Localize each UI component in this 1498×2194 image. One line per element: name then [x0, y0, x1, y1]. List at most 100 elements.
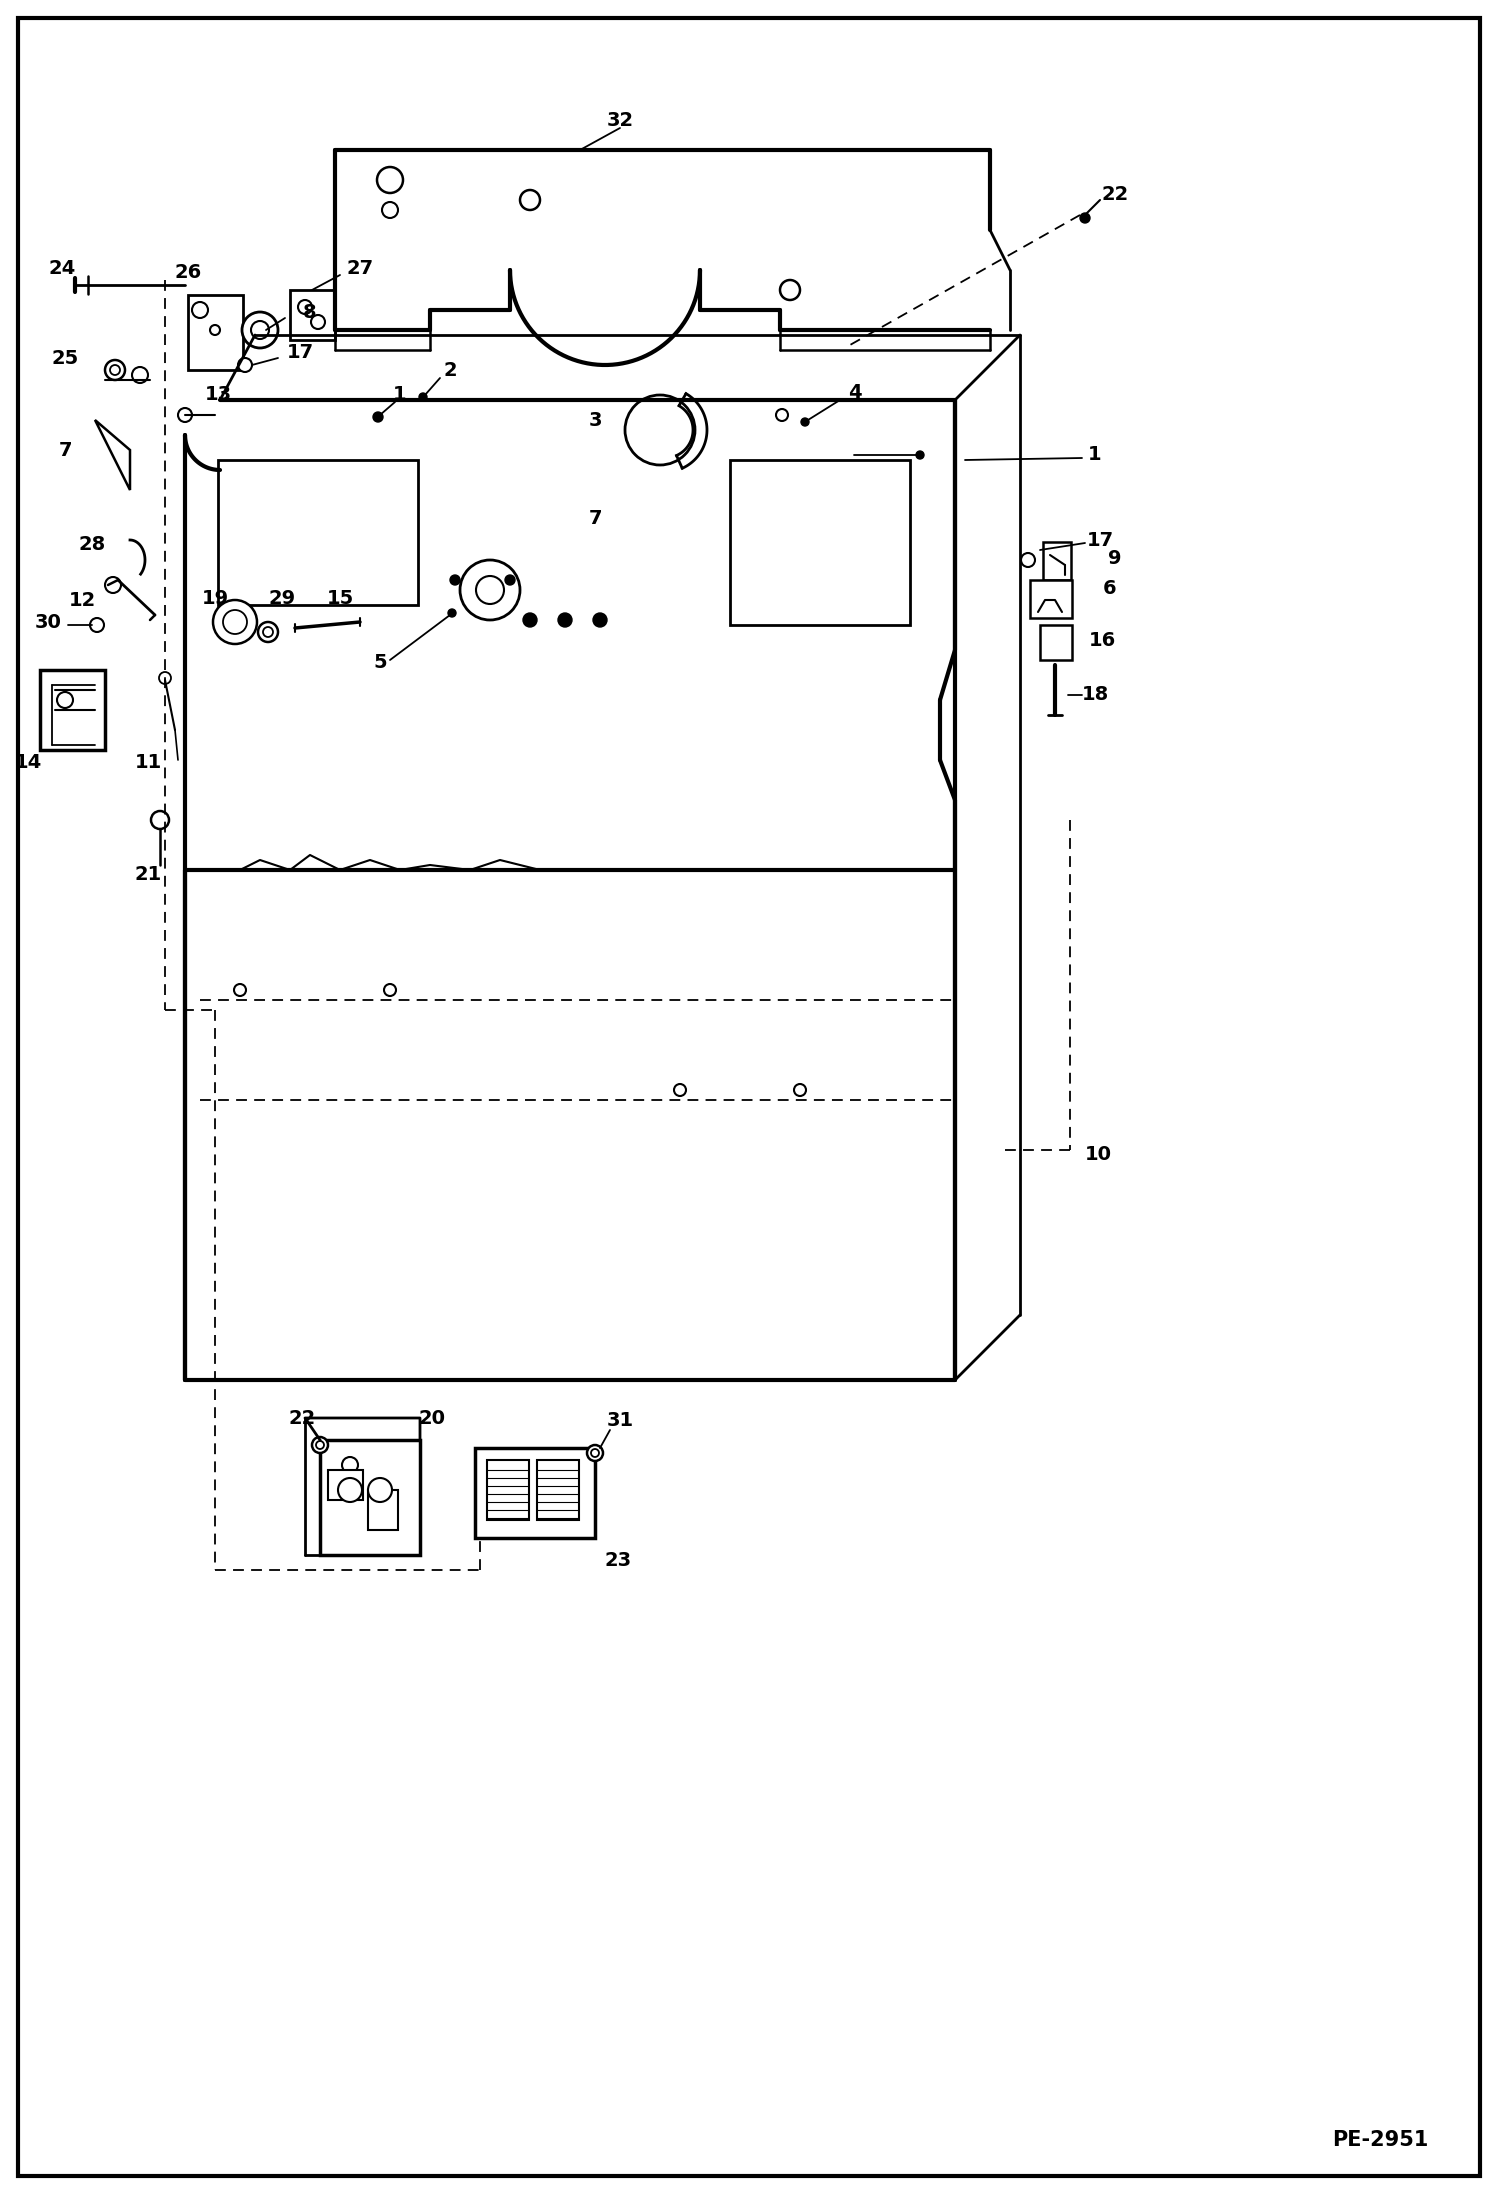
- Text: 22: 22: [289, 1409, 316, 1428]
- Text: 3: 3: [589, 410, 602, 430]
- Text: 20: 20: [418, 1409, 445, 1428]
- Circle shape: [382, 202, 398, 217]
- Text: 29: 29: [268, 588, 295, 608]
- Bar: [730, 461, 909, 625]
- Text: 10: 10: [1085, 1145, 1112, 1165]
- Circle shape: [373, 412, 383, 421]
- Text: 12: 12: [69, 590, 96, 610]
- Circle shape: [192, 303, 208, 318]
- Text: 25: 25: [51, 349, 78, 369]
- Circle shape: [339, 1479, 363, 1503]
- Circle shape: [780, 281, 800, 301]
- Bar: [1031, 579, 1073, 619]
- Circle shape: [557, 612, 572, 627]
- Text: 21: 21: [135, 864, 162, 884]
- Circle shape: [258, 623, 279, 643]
- Circle shape: [109, 364, 120, 375]
- Text: 4: 4: [848, 382, 861, 402]
- Text: 17: 17: [286, 342, 313, 362]
- Circle shape: [132, 366, 148, 384]
- Circle shape: [377, 167, 403, 193]
- Text: 30: 30: [34, 614, 61, 632]
- Text: 2: 2: [443, 360, 457, 380]
- Bar: [475, 1448, 595, 1538]
- Bar: [536, 1459, 580, 1520]
- Text: 31: 31: [607, 1411, 634, 1430]
- Circle shape: [592, 1448, 599, 1457]
- Circle shape: [312, 1437, 328, 1452]
- Text: 7: 7: [58, 441, 72, 459]
- Text: 27: 27: [346, 259, 373, 276]
- Text: 16: 16: [1089, 630, 1116, 649]
- Text: 1: 1: [392, 386, 407, 404]
- Text: 8: 8: [303, 303, 316, 323]
- Bar: [1043, 542, 1071, 579]
- Bar: [321, 1439, 419, 1556]
- Circle shape: [449, 575, 460, 586]
- Circle shape: [316, 1441, 324, 1448]
- Circle shape: [105, 360, 124, 380]
- Circle shape: [776, 408, 788, 421]
- Circle shape: [448, 610, 455, 617]
- Circle shape: [234, 983, 246, 996]
- Bar: [291, 290, 336, 340]
- Circle shape: [523, 612, 536, 627]
- Circle shape: [90, 619, 103, 632]
- Text: PE-2951: PE-2951: [1332, 2130, 1428, 2150]
- Circle shape: [243, 312, 279, 349]
- Text: 19: 19: [201, 588, 229, 608]
- Circle shape: [178, 408, 192, 421]
- Text: 5: 5: [373, 652, 386, 671]
- Circle shape: [105, 577, 121, 592]
- Circle shape: [794, 1084, 806, 1097]
- Text: 17: 17: [1086, 531, 1113, 548]
- Circle shape: [505, 575, 515, 586]
- Circle shape: [625, 395, 695, 465]
- Circle shape: [383, 983, 395, 996]
- Text: 32: 32: [607, 110, 634, 129]
- Circle shape: [593, 612, 607, 627]
- Bar: [369, 1490, 398, 1529]
- Text: 6: 6: [1103, 579, 1118, 597]
- Circle shape: [1080, 213, 1091, 224]
- Text: 15: 15: [327, 588, 354, 608]
- Circle shape: [210, 325, 220, 336]
- Circle shape: [1022, 553, 1035, 566]
- Circle shape: [159, 671, 171, 685]
- Circle shape: [342, 1457, 358, 1472]
- Circle shape: [915, 452, 924, 459]
- Bar: [328, 1470, 363, 1501]
- Circle shape: [460, 559, 520, 621]
- Text: 7: 7: [589, 509, 602, 527]
- Text: 13: 13: [204, 386, 232, 404]
- Text: 28: 28: [78, 535, 106, 555]
- Text: 9: 9: [1109, 548, 1122, 568]
- Circle shape: [312, 316, 325, 329]
- Circle shape: [264, 627, 273, 636]
- Text: 22: 22: [1101, 186, 1128, 204]
- Circle shape: [57, 691, 73, 709]
- Bar: [40, 669, 105, 750]
- Circle shape: [298, 301, 312, 314]
- Bar: [1040, 625, 1073, 660]
- Bar: [487, 1459, 529, 1520]
- Circle shape: [801, 419, 809, 426]
- Bar: [219, 461, 418, 606]
- Circle shape: [674, 1084, 686, 1097]
- Text: 1: 1: [1088, 445, 1103, 465]
- Circle shape: [587, 1446, 604, 1461]
- Text: 11: 11: [135, 753, 162, 772]
- Text: 24: 24: [48, 259, 75, 276]
- Circle shape: [369, 1479, 392, 1503]
- Circle shape: [520, 191, 539, 211]
- Circle shape: [238, 358, 252, 373]
- Text: 18: 18: [1082, 685, 1109, 704]
- Text: 14: 14: [15, 753, 42, 772]
- Circle shape: [151, 812, 169, 829]
- Circle shape: [476, 577, 503, 603]
- Circle shape: [419, 393, 427, 402]
- Circle shape: [252, 320, 270, 340]
- Text: 23: 23: [604, 1551, 632, 1569]
- Text: 26: 26: [174, 263, 202, 283]
- Bar: [189, 294, 243, 371]
